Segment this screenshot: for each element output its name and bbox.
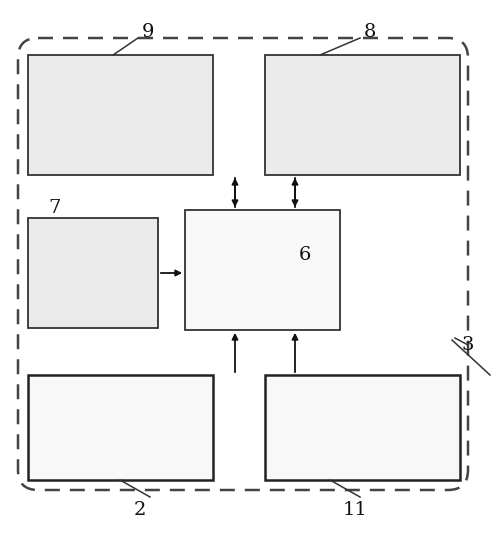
Text: 7: 7 — [49, 199, 61, 217]
Bar — [28, 218, 158, 328]
Bar — [265, 375, 460, 480]
Text: 6: 6 — [299, 246, 311, 264]
Bar — [28, 375, 213, 480]
Text: 9: 9 — [142, 23, 154, 41]
Bar — [265, 55, 460, 175]
Bar — [185, 210, 340, 330]
Text: 11: 11 — [343, 501, 367, 519]
Text: 2: 2 — [134, 501, 146, 519]
Text: 3: 3 — [462, 336, 474, 354]
Bar — [28, 55, 213, 175]
Text: 8: 8 — [364, 23, 376, 41]
